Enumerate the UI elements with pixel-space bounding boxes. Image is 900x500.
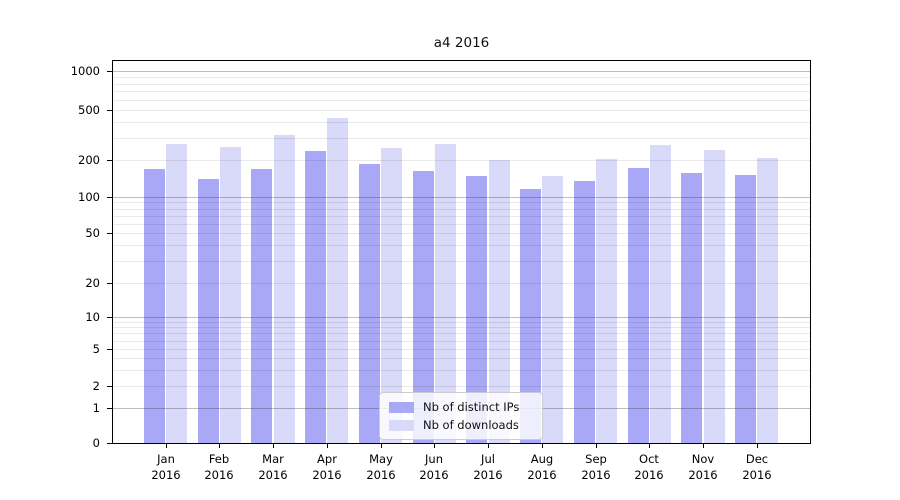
- y-tick-mark-10: [107, 317, 112, 318]
- y-tick-label-1: 1: [92, 401, 100, 415]
- x-tick-mark-apr: [327, 443, 328, 448]
- y-tick-label-0: 0: [92, 436, 100, 450]
- y-tick-mark-5: [107, 349, 112, 350]
- bar-aug-nb-of-downloads: [542, 176, 563, 443]
- x-tick-mark-dec: [757, 443, 758, 448]
- bar-apr-nb-of-downloads: [327, 118, 348, 443]
- bar-sep-nb-of-downloads: [596, 159, 617, 443]
- x-tick-label-feb: Feb 2016: [204, 452, 234, 482]
- legend-item: Nb of downloads: [389, 418, 533, 432]
- bar-jun-nb-of-distinct-ips: [413, 171, 434, 443]
- x-tick-mark-mar: [273, 443, 274, 448]
- bar-dec-nb-of-downloads: [757, 158, 778, 443]
- bar-may-nb-of-downloads: [381, 148, 402, 443]
- y-tick-label-5: 5: [92, 342, 100, 356]
- bar-sep-nb-of-distinct-ips: [574, 181, 595, 443]
- legend-item: Nb of distinct IPs: [389, 400, 533, 414]
- x-tick-label-jan: Jan 2016: [151, 452, 181, 482]
- y-tick-label-100: 100: [78, 190, 100, 204]
- y-tick-mark-1: [107, 408, 112, 409]
- plot-area: [112, 60, 811, 444]
- x-tick-label-aug: Aug 2016: [527, 452, 557, 482]
- bar-jan-nb-of-distinct-ips: [144, 169, 165, 443]
- y-tick-label-2: 2: [92, 379, 100, 393]
- y-tick-mark-500: [107, 110, 112, 111]
- x-tick-label-may: May 2016: [366, 452, 396, 482]
- y-tick-label-10: 10: [85, 310, 100, 324]
- x-tick-label-oct: Oct 2016: [634, 452, 664, 482]
- y-tick-label-20: 20: [85, 276, 100, 290]
- legend-label: Nb of downloads: [423, 418, 519, 432]
- bar-nov-nb-of-distinct-ips: [681, 173, 702, 443]
- y-tick-mark-50: [107, 233, 112, 234]
- x-tick-label-apr: Apr 2016: [312, 452, 342, 482]
- bar-jan-nb-of-downloads: [166, 144, 187, 443]
- bar-feb-nb-of-distinct-ips: [198, 179, 219, 443]
- y-tick-mark-20: [107, 283, 112, 284]
- y-tick-label-500: 500: [78, 103, 100, 117]
- y-tick-label-50: 50: [85, 226, 100, 240]
- x-tick-mark-aug: [542, 443, 543, 448]
- x-tick-label-mar: Mar 2016: [258, 452, 288, 482]
- legend-swatch-icon: [389, 401, 414, 413]
- x-tick-label-nov: Nov 2016: [688, 452, 718, 482]
- x-tick-label-jun: Jun 2016: [419, 452, 449, 482]
- bar-dec-nb-of-distinct-ips: [735, 175, 756, 443]
- x-tick-mark-feb: [219, 443, 220, 448]
- bar-oct-nb-of-downloads: [650, 145, 671, 443]
- x-tick-mark-may: [381, 443, 382, 448]
- legend: Nb of distinct IPs Nb of downloads: [379, 392, 543, 440]
- x-tick-mark-oct: [649, 443, 650, 448]
- legend-label: Nb of distinct IPs: [423, 400, 520, 414]
- x-tick-label-dec: Dec 2016: [742, 452, 772, 482]
- bar-may-nb-of-distinct-ips: [359, 164, 380, 443]
- y-tick-mark-200: [107, 160, 112, 161]
- y-tick-mark-1000: [107, 71, 112, 72]
- bar-nov-nb-of-downloads: [704, 150, 725, 443]
- x-tick-mark-jan: [166, 443, 167, 448]
- y-tick-label-200: 200: [78, 153, 100, 167]
- bar-jul-nb-of-downloads: [489, 160, 510, 443]
- bars-layer: [113, 61, 810, 443]
- y-tick-label-1000: 1000: [70, 64, 100, 78]
- bar-jul-nb-of-distinct-ips: [466, 176, 487, 443]
- x-tick-mark-jun: [434, 443, 435, 448]
- x-tick-mark-sep: [596, 443, 597, 448]
- y-tick-mark-2: [107, 386, 112, 387]
- x-tick-mark-jul: [488, 443, 489, 448]
- x-tick-label-jul: Jul 2016: [473, 452, 503, 482]
- chart-title: a4 2016: [433, 35, 490, 51]
- y-tick-mark-100: [107, 197, 112, 198]
- x-tick-label-sep: Sep 2016: [581, 452, 611, 482]
- bar-oct-nb-of-distinct-ips: [628, 168, 649, 443]
- y-tick-mark-0: [107, 443, 112, 444]
- legend-swatch-icon: [389, 419, 414, 431]
- x-tick-mark-nov: [703, 443, 704, 448]
- bar-mar-nb-of-distinct-ips: [251, 169, 272, 443]
- bar-apr-nb-of-distinct-ips: [305, 151, 326, 443]
- bar-feb-nb-of-downloads: [220, 147, 241, 443]
- bar-mar-nb-of-downloads: [274, 135, 295, 443]
- bar-jun-nb-of-downloads: [435, 144, 456, 443]
- bar-aug-nb-of-distinct-ips: [520, 189, 541, 443]
